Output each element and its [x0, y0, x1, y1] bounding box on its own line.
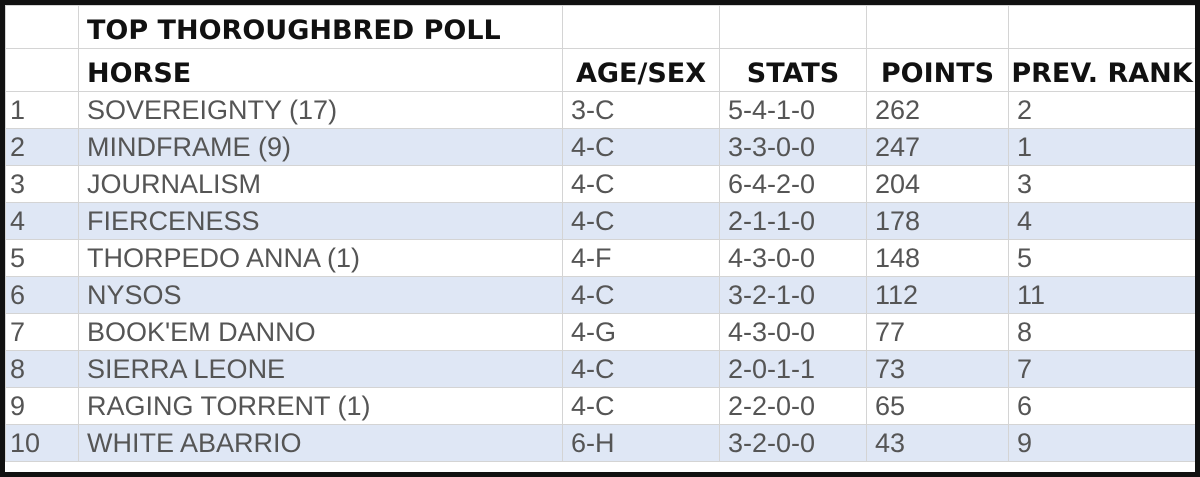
header-horse: HORSE — [78, 48, 563, 92]
points-cell: 204 — [866, 165, 1009, 203]
horse-cell: THORPEDO ANNA (1) — [78, 239, 563, 277]
title-empty-cell — [1008, 5, 1195, 49]
rank-cell: 3 — [5, 165, 79, 203]
horse-cell: MINDFRAME (9) — [78, 128, 563, 166]
title-row: TOP THOROUGHBRED POLL — [5, 5, 1195, 49]
horse-cell: FIERCENESS — [78, 202, 563, 240]
points-cell: 73 — [866, 350, 1009, 388]
table-row: 1 SOVEREIGNTY (17) 3-C 5-4-1-0 262 2 — [5, 91, 1195, 129]
rank-cell: 10 — [5, 424, 79, 462]
age-sex-cell: 3-C — [562, 91, 720, 129]
prev-rank-cell: 4 — [1008, 202, 1195, 240]
age-sex-cell: 4-C — [562, 350, 720, 388]
prev-rank-cell: 5 — [1008, 239, 1195, 277]
age-sex-cell: 4-C — [562, 276, 720, 314]
table-row: 7 BOOK'EM DANNO 4-G 4-3-0-0 77 8 — [5, 313, 1195, 351]
stats-cell: 3-2-0-0 — [719, 424, 867, 462]
stats-cell: 3-2-1-0 — [719, 276, 867, 314]
table-row: 4 FIERCENESS 4-C 2-1-1-0 178 4 — [5, 202, 1195, 240]
age-sex-cell: 4-F — [562, 239, 720, 277]
prev-rank-cell: 9 — [1008, 424, 1195, 462]
title-empty-cell — [866, 5, 1009, 49]
table-row: 2 MINDFRAME (9) 4-C 3-3-0-0 247 1 — [5, 128, 1195, 166]
prev-rank-cell: 1 — [1008, 128, 1195, 166]
stats-cell: 5-4-1-0 — [719, 91, 867, 129]
table-row: 6 NYSOS 4-C 3-2-1-0 112 11 — [5, 276, 1195, 314]
table-row: 10 WHITE ABARRIO 6-H 3-2-0-0 43 9 — [5, 424, 1195, 462]
prev-rank-cell: 7 — [1008, 350, 1195, 388]
rank-cell: 5 — [5, 239, 79, 277]
horse-cell: SOVEREIGNTY (17) — [78, 91, 563, 129]
horse-cell: BOOK'EM DANNO — [78, 313, 563, 351]
age-sex-cell: 4-G — [562, 313, 720, 351]
table-row: 3 JOURNALISM 4-C 6-4-2-0 204 3 — [5, 165, 1195, 203]
horse-cell: WHITE ABARRIO — [78, 424, 563, 462]
age-sex-cell: 4-C — [562, 387, 720, 425]
stats-cell: 2-2-0-0 — [719, 387, 867, 425]
points-cell: 112 — [866, 276, 1009, 314]
points-cell: 247 — [866, 128, 1009, 166]
rank-cell: 9 — [5, 387, 79, 425]
points-cell: 77 — [866, 313, 1009, 351]
rank-cell: 7 — [5, 313, 79, 351]
stats-cell: 4-3-0-0 — [719, 313, 867, 351]
rank-cell: 1 — [5, 91, 79, 129]
age-sex-cell: 6-H — [562, 424, 720, 462]
age-sex-cell: 4-C — [562, 202, 720, 240]
age-sex-cell: 4-C — [562, 128, 720, 166]
prev-rank-cell: 8 — [1008, 313, 1195, 351]
header-row: HORSE AGE/SEX STATS POINTS PREV. RANK — [5, 48, 1195, 92]
table-row: 9 RAGING TORRENT (1) 4-C 2-2-0-0 65 6 — [5, 387, 1195, 425]
stats-cell: 4-3-0-0 — [719, 239, 867, 277]
points-cell: 262 — [866, 91, 1009, 129]
table-title: TOP THOROUGHBRED POLL — [78, 5, 563, 49]
title-empty-cell — [719, 5, 867, 49]
table-row: 5 THORPEDO ANNA (1) 4-F 4-3-0-0 148 5 — [5, 239, 1195, 277]
rank-cell: 8 — [5, 350, 79, 388]
poll-table: TOP THOROUGHBRED POLL HORSE AGE/SEX STAT… — [5, 5, 1195, 462]
table-row: 8 SIERRA LEONE 4-C 2-0-1-1 73 7 — [5, 350, 1195, 388]
stats-cell: 6-4-2-0 — [719, 165, 867, 203]
header-stats: STATS — [719, 48, 867, 92]
horse-cell: RAGING TORRENT (1) — [78, 387, 563, 425]
age-sex-cell: 4-C — [562, 165, 720, 203]
points-cell: 65 — [866, 387, 1009, 425]
points-cell: 148 — [866, 239, 1009, 277]
points-cell: 43 — [866, 424, 1009, 462]
title-rank-cell — [5, 5, 79, 49]
header-points: POINTS — [866, 48, 1009, 92]
header-age-sex: AGE/SEX — [562, 48, 720, 92]
stats-cell: 2-1-1-0 — [719, 202, 867, 240]
rank-cell: 6 — [5, 276, 79, 314]
points-cell: 178 — [866, 202, 1009, 240]
prev-rank-cell: 11 — [1008, 276, 1195, 314]
prev-rank-cell: 3 — [1008, 165, 1195, 203]
header-prev-rank: PREV. RANK — [1008, 48, 1195, 92]
rank-cell: 2 — [5, 128, 79, 166]
title-empty-cell — [562, 5, 720, 49]
horse-cell: JOURNALISM — [78, 165, 563, 203]
prev-rank-cell: 6 — [1008, 387, 1195, 425]
rank-cell: 4 — [5, 202, 79, 240]
header-rank-cell — [5, 48, 79, 92]
horse-cell: SIERRA LEONE — [78, 350, 563, 388]
prev-rank-cell: 2 — [1008, 91, 1195, 129]
horse-cell: NYSOS — [78, 276, 563, 314]
stats-cell: 3-3-0-0 — [719, 128, 867, 166]
stats-cell: 2-0-1-1 — [719, 350, 867, 388]
